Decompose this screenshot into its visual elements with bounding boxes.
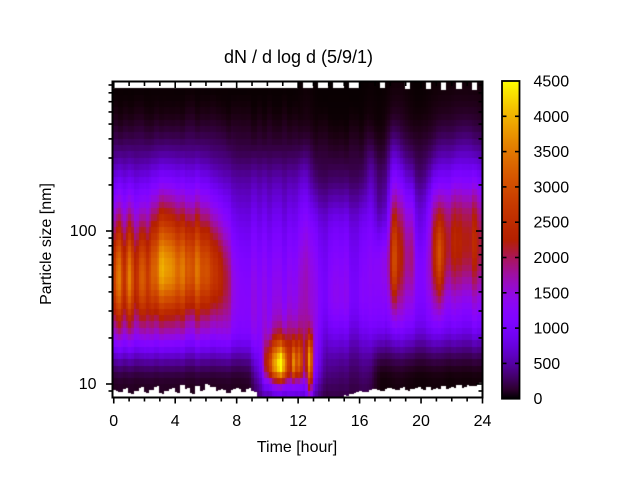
- svg-text:2500: 2500: [534, 215, 570, 232]
- svg-text:2000: 2000: [534, 250, 570, 267]
- svg-text:4500: 4500: [534, 74, 570, 91]
- svg-text:1000: 1000: [534, 321, 570, 338]
- svg-text:0: 0: [534, 391, 543, 408]
- svg-text:3500: 3500: [534, 144, 570, 161]
- svg-text:500: 500: [534, 356, 561, 373]
- svg-text:3000: 3000: [534, 179, 570, 196]
- svg-text:4000: 4000: [534, 109, 570, 126]
- svg-text:1500: 1500: [534, 285, 570, 302]
